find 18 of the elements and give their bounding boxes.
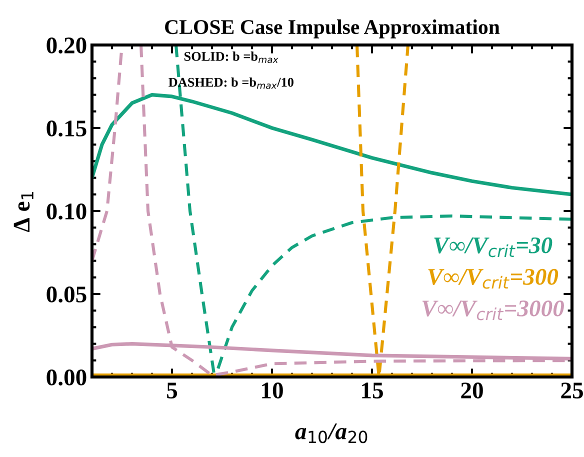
y-tick-label: 0.05 — [46, 286, 86, 303]
y-axis-title: Δ e$_{1}$ — [14, 192, 34, 232]
y-tick-label: 0.20 — [46, 37, 86, 54]
series-label: V∞/V$_{crit}$=30 — [434, 237, 552, 258]
annotation: SOLID: b =b$_{max}$ — [184, 52, 278, 64]
y-tick-label: 0.00 — [46, 369, 86, 386]
x-tick-label: 20 — [461, 382, 483, 398]
y-tick-label: 0.10 — [46, 203, 86, 220]
x-tick-label: 15 — [362, 382, 383, 398]
text: V∞/V$_{crit}$=300 — [428, 268, 558, 289]
chart-title: CLOSE Case Impulse Approximation — [165, 19, 500, 38]
x-axis-title: a$_{10}$/a$_{20}$ — [295, 424, 368, 444]
annotation: DASHED: b =b$_{max}$/10 — [168, 77, 294, 89]
x-tick-label: 10 — [262, 382, 283, 398]
x-tick-label: 5 — [167, 382, 178, 398]
y-tick-label: 0.15 — [46, 120, 86, 137]
x-tick-label: 25 — [561, 382, 583, 398]
series-label: V∞/V$_{crit}$=3000 — [422, 300, 564, 320]
